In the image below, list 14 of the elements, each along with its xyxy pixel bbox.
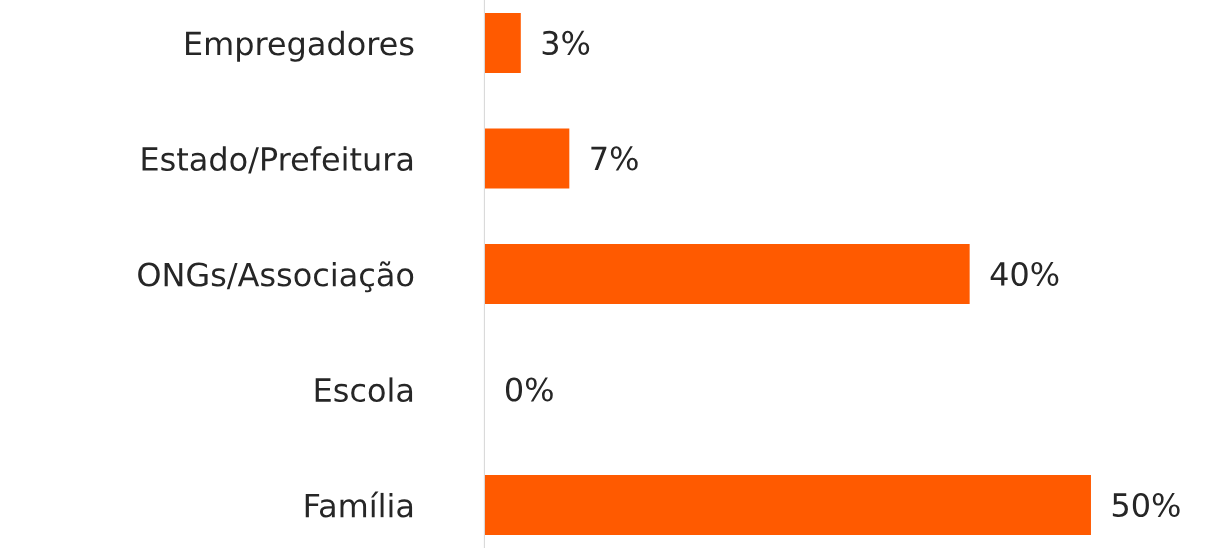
data-label: 0%	[505, 377, 553, 402]
data-label: 50%	[1112, 492, 1180, 518]
bar	[484, 474, 1091, 536]
y-tick-label: Estado/Prefeitura	[142, 146, 413, 174]
bar	[484, 12, 521, 74]
y-tick-label: Família	[305, 491, 413, 518]
bar	[484, 243, 970, 305]
data-label: 3%	[542, 30, 590, 56]
data-label: 7%	[591, 146, 638, 171]
y-tick-label: Escola	[315, 377, 413, 403]
y-tick-label: ONGs/Associação	[138, 261, 414, 293]
bar	[484, 128, 570, 189]
y-tick-label: Empregadores	[186, 30, 414, 62]
data-label: 40%	[990, 261, 1059, 287]
